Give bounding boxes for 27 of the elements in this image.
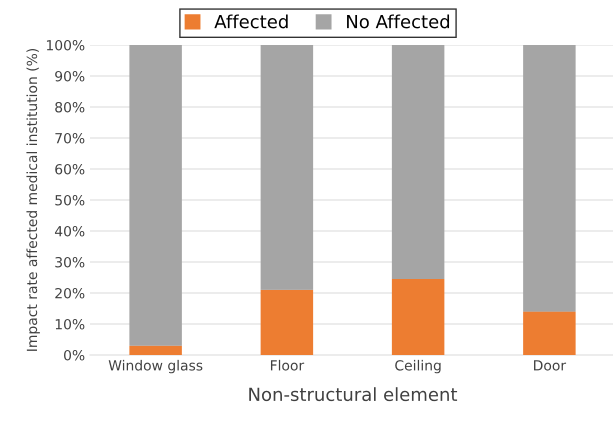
legend-label: No Affected <box>347 14 450 28</box>
bar <box>260 290 314 355</box>
y-tick-label: 60% <box>55 164 84 174</box>
x-tick-label: Window glass <box>108 360 202 374</box>
x-axis-title: Non-structural element <box>249 387 458 402</box>
x-tick-label: Ceiling <box>395 360 441 374</box>
y-tick-label: 90% <box>55 70 84 82</box>
x-tick-label: Door <box>534 360 566 371</box>
legend-label: Affected <box>214 14 288 28</box>
y-tick-label: 0% <box>64 350 84 360</box>
y-axis-title: Impact rate affected medical institution (%) <box>26 48 40 351</box>
bar <box>523 312 576 355</box>
y-tick-label: 80% <box>55 102 84 112</box>
y-tick-label: 10% <box>56 318 84 330</box>
y-tick-label: 100% <box>46 40 84 50</box>
y-tick-label: 40% <box>54 226 84 236</box>
bar <box>129 45 182 346</box>
bar <box>392 279 444 355</box>
y-tick-label: 20% <box>55 288 84 298</box>
bar <box>392 45 444 280</box>
bar <box>523 45 576 312</box>
y-tick-label: 70% <box>55 132 84 144</box>
bar <box>129 346 182 355</box>
x-tick-label: Floor <box>270 360 304 371</box>
bar <box>260 45 314 290</box>
y-tick-label: 30% <box>55 256 84 268</box>
y-tick-label: 50% <box>55 194 84 206</box>
